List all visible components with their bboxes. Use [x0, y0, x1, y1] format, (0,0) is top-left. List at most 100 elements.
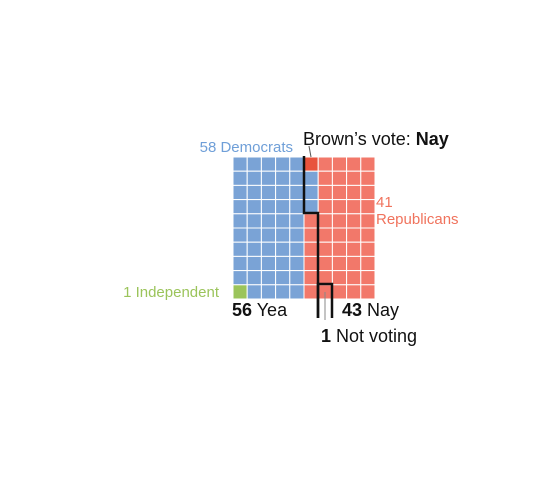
seat-democrat — [232, 184, 248, 201]
brown-vote-label: Brown’s vote: Nay — [303, 129, 449, 149]
seat-democrat — [246, 270, 262, 286]
not-voting-word: Not voting — [331, 326, 417, 346]
seat-republican — [360, 284, 376, 300]
seat-republican — [317, 199, 333, 215]
republicans-word-label: Republicans — [376, 211, 459, 228]
seat-republican — [331, 156, 348, 172]
seat-republican — [331, 213, 348, 229]
seat-republican — [331, 255, 348, 272]
independent-label: 1 Independent — [123, 284, 220, 301]
seat-democrat — [260, 227, 277, 243]
seat-democrat — [289, 284, 305, 300]
brown-leader — [308, 145, 312, 158]
seat-republican — [303, 270, 319, 286]
seat-independent — [232, 284, 248, 300]
seat-democrat — [260, 199, 277, 215]
seat-democrat — [303, 199, 319, 215]
nay-label: 43 Nay — [342, 300, 399, 320]
seat-republican — [360, 213, 376, 229]
seat-democrat — [289, 213, 305, 229]
seat-democrat — [246, 156, 262, 172]
seat-democrat — [246, 284, 262, 300]
seat-republican — [360, 270, 376, 286]
seat-republican — [331, 270, 348, 286]
seat-brown — [303, 156, 319, 172]
seat-democrat — [232, 255, 248, 272]
yea-count: 56 — [232, 300, 252, 320]
seat-democrat — [260, 184, 277, 201]
not-voting-label: 1 Not voting — [321, 326, 417, 346]
seat-democrat — [275, 270, 291, 286]
seat-democrat — [275, 213, 291, 229]
seat-democrat — [275, 170, 291, 186]
seat-republican — [317, 184, 333, 201]
seat-republican — [360, 199, 376, 215]
seat-democrat — [275, 184, 291, 201]
seat-grid — [232, 156, 376, 300]
seat-democrat — [289, 170, 305, 186]
seat-democrat — [303, 170, 319, 186]
seat-republican — [331, 227, 348, 243]
seat-republican — [346, 156, 362, 172]
seat-republican — [303, 213, 319, 229]
seat-republican — [346, 241, 362, 257]
seat-democrat — [289, 199, 305, 215]
seat-republican — [360, 227, 376, 243]
seat-republican — [346, 213, 362, 229]
seat-democrat — [246, 199, 262, 215]
seat-republican — [360, 255, 376, 272]
seat-democrat — [289, 156, 305, 172]
seat-democrat — [232, 199, 248, 215]
seat-republican — [360, 184, 376, 201]
brown-vote-value: Nay — [416, 129, 449, 149]
seat-republican — [331, 241, 348, 257]
seat-republican — [317, 255, 333, 272]
seat-democrat — [232, 227, 248, 243]
seat-republican — [346, 184, 362, 201]
not-voting-count: 1 — [321, 326, 331, 346]
seat-republican — [331, 170, 348, 186]
seat-democrat — [275, 227, 291, 243]
not-voting-bracket — [316, 282, 334, 318]
seat-democrat — [275, 199, 291, 215]
seat-democrat — [289, 184, 305, 201]
nay-word: Nay — [362, 300, 399, 320]
yea-label: 56 Yea — [232, 300, 288, 320]
yea-word: Yea — [252, 300, 288, 320]
seat-republican — [317, 156, 333, 172]
seat-republican — [317, 270, 333, 286]
seat-democrat — [260, 213, 277, 229]
seat-democrat — [246, 170, 262, 186]
seat-republican — [346, 284, 362, 300]
seat-democrat — [275, 284, 291, 300]
republicans-count-label: 41 — [376, 194, 393, 211]
seat-republican — [346, 255, 362, 272]
seat-democrat — [289, 227, 305, 243]
seat-democrat — [260, 270, 277, 286]
seat-republican — [346, 227, 362, 243]
seat-democrat — [289, 270, 305, 286]
seat-republican — [331, 199, 348, 215]
seat-republican — [317, 170, 333, 186]
seat-democrat — [246, 213, 262, 229]
seat-republican — [303, 255, 319, 272]
seat-democrat — [260, 255, 277, 272]
seat-democrat — [260, 284, 277, 300]
seat-republican — [360, 170, 376, 186]
seat-democrat — [303, 184, 319, 201]
seat-republican — [303, 227, 319, 243]
seat-democrat — [246, 184, 262, 201]
seat-democrat — [232, 213, 248, 229]
seat-democrat — [246, 255, 262, 272]
seat-republican — [317, 213, 333, 229]
seat-democrat — [275, 255, 291, 272]
seat-democrat — [246, 227, 262, 243]
seat-republican — [303, 241, 319, 257]
seat-democrat — [232, 270, 248, 286]
seat-republican — [346, 270, 362, 286]
brown-vote-prefix: Brown’s vote: — [303, 129, 416, 149]
seat-democrat — [232, 241, 248, 257]
seat-democrat — [275, 156, 291, 172]
nay-count: 43 — [342, 300, 362, 320]
seat-republican — [331, 284, 348, 300]
